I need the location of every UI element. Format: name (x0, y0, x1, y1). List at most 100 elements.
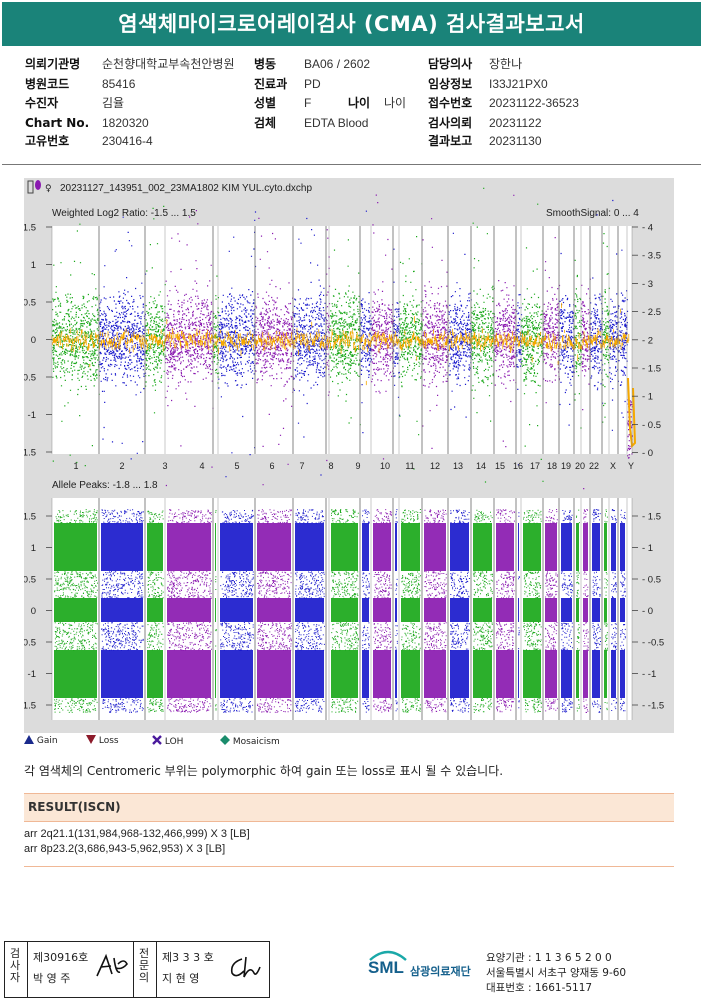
allele-band (257, 523, 291, 571)
chromosome-label: 8 (328, 461, 333, 471)
allele-band (373, 523, 391, 571)
chromosome-label: 7 (299, 461, 304, 471)
hospital-code-label: 병원코드 (25, 77, 70, 91)
allele-scatter (592, 585, 601, 637)
axis-tick-label: - 1.5 (642, 512, 661, 523)
axis-tick-label: - 4 (642, 223, 653, 234)
result-line-2: arr 8p23.2(3,686,943-5,962,953) X 3 [LB] (24, 843, 226, 855)
allele-band (257, 598, 291, 622)
allele-scatter (220, 584, 254, 637)
log2-segment-dots (360, 210, 373, 434)
axis-tick-label: - 1.5 (642, 364, 661, 375)
chromosome-label: 18 (547, 461, 557, 471)
result-bottom-divider (24, 866, 674, 867)
chromosome-label: X (610, 461, 616, 471)
allele-band (523, 598, 541, 622)
report-date-value: 20231130 (489, 134, 542, 148)
allele-band (592, 598, 600, 622)
log2-segment-dots (393, 248, 401, 416)
institution-label: 의뢰기관명 (25, 57, 81, 71)
allele-band (424, 650, 446, 698)
axis-tick-label: - 2 (642, 335, 653, 346)
examiner-license: 제30916호 (33, 951, 89, 964)
request-value: 20231122 (489, 116, 542, 130)
allele-scatter (373, 584, 392, 637)
allele-band (295, 523, 324, 571)
loss-triangle-icon (86, 735, 96, 744)
allele-scatter (576, 589, 580, 637)
axis-tick-label: -0.5 (24, 638, 36, 649)
allele-band (518, 650, 519, 698)
allele-band (473, 598, 492, 622)
allele-scatter (561, 510, 573, 586)
allele-scatter (362, 636, 370, 713)
chromosome-label: 15 (495, 461, 505, 471)
allele-band (220, 598, 253, 622)
log2-segment-dots (293, 217, 327, 476)
allele-band (362, 598, 369, 622)
allele-scatter (295, 636, 325, 713)
axis-tick-label: - 0 (642, 448, 653, 459)
log2-ratio-dots (51, 187, 637, 503)
allele-band (604, 523, 607, 571)
age-label: 나이 (348, 96, 371, 110)
allele-band (592, 523, 600, 571)
allele-band (424, 523, 446, 571)
allele-band (518, 598, 519, 622)
allele-band (620, 523, 625, 571)
log2-segment-dots (559, 252, 576, 426)
svg-text:♀: ♀ (45, 184, 52, 194)
allele-scatter (450, 509, 470, 586)
allele-scatter (331, 584, 359, 637)
allele-band (395, 650, 397, 698)
allele-scatter (620, 584, 626, 636)
chromosome-label: 16 (513, 461, 523, 471)
sample-icon (35, 180, 41, 190)
legend-loss-label: Loss (98, 736, 119, 746)
file-info: ♀ 20231127_143951_002_23MA1802 KIM YUL.c… (27, 180, 312, 194)
allele-band (576, 523, 579, 571)
allele-band (101, 650, 143, 698)
chromosome-label: 4 (199, 461, 204, 471)
allele-scatter (545, 509, 558, 586)
allele-chromosome-separators (51, 498, 633, 720)
allele-band (331, 650, 358, 698)
allele-band (473, 650, 492, 698)
allele-band (576, 650, 579, 698)
allele-scatter (604, 636, 608, 711)
allele-band (620, 598, 625, 622)
allele-scatter (604, 587, 608, 637)
chromosome-label: 5 (234, 461, 239, 471)
top-panel-label: Weighted Log2 Ratio: -1.5 ... 1.5 (52, 208, 196, 219)
company-address: 서울특별시 서초구 양재동 9-60 (486, 967, 627, 979)
legend-loh: LOH (152, 735, 183, 747)
result-title: RESULT(ISCN) (28, 800, 121, 814)
allele-band (167, 598, 211, 622)
signature-box (4, 941, 270, 998)
sign-divider-2 (133, 941, 134, 998)
chromosome-label: 17 (530, 461, 540, 471)
allele-scatter (611, 636, 617, 711)
chromosome-label: 2 (119, 461, 124, 471)
allele-scatter (147, 510, 164, 586)
allele-band (450, 598, 469, 622)
chromosome-label: 11 (405, 461, 414, 471)
unique-no-value: 230416-4 (102, 134, 153, 148)
allele-band (545, 650, 557, 698)
axis-tick-label: - -1 (642, 669, 656, 680)
clinical-label: 임상정보 (428, 77, 473, 91)
allele-band (147, 523, 163, 571)
allele-scatter (473, 584, 493, 637)
log2-segment-dots (602, 233, 611, 423)
log2-segment-dots (329, 239, 362, 426)
allele-band (604, 650, 607, 698)
allele-scatter (401, 636, 421, 713)
institution-code: 요양기관 : 1 1 3 6 5 2 0 0 (486, 952, 612, 964)
allele-band (611, 598, 616, 622)
legend-mosaicism-label: Mosaicism (232, 737, 280, 747)
log2-chromosome-separators (51, 226, 633, 454)
doctor-label: 담당의사 (428, 57, 473, 71)
allele-band (450, 650, 469, 698)
chromosome-label: 20 (575, 461, 585, 471)
axis-tick-label: -1 (28, 669, 36, 680)
